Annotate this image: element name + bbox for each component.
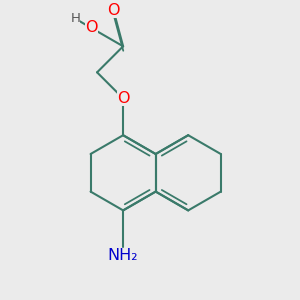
- Text: O: O: [107, 3, 120, 18]
- Text: O: O: [117, 91, 129, 106]
- Text: O: O: [85, 20, 98, 35]
- Text: H: H: [70, 12, 80, 25]
- Text: NH₂: NH₂: [108, 248, 138, 263]
